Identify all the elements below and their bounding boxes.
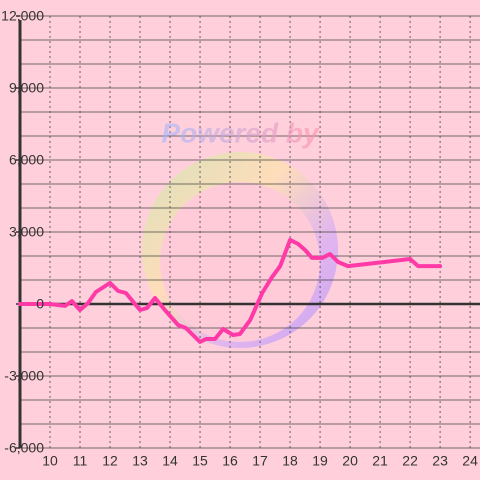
x-tick-label: 18 xyxy=(282,453,298,469)
x-tick-label: 13 xyxy=(132,453,148,469)
x-tick-label: 12 xyxy=(102,453,118,469)
y-tick-label: 3,000 xyxy=(9,224,44,240)
x-tick-label: 14 xyxy=(162,453,178,469)
x-tick-label: 15 xyxy=(192,453,208,469)
watermark-text: Powered by xyxy=(161,117,320,148)
data-line xyxy=(18,237,443,344)
x-tick-label: 10 xyxy=(42,453,58,469)
y-tick-label: 6,000 xyxy=(9,152,44,168)
y-tick-label: 12,000 xyxy=(1,8,44,24)
x-tick-label: 20 xyxy=(342,453,358,469)
y-tick-label: 0 xyxy=(36,296,44,312)
y-tick-label: -3,000 xyxy=(4,368,44,384)
x-tick-label: 23 xyxy=(432,453,448,469)
x-tick-label: 19 xyxy=(312,453,328,469)
x-tick-label: 16 xyxy=(222,453,238,469)
x-tick-label: 24 xyxy=(462,453,478,469)
x-tick-label: 11 xyxy=(73,453,88,469)
y-tick-label: -6,000 xyxy=(4,440,44,456)
x-tick-label: 21 xyxy=(372,453,388,469)
y-tick-label: 9,000 xyxy=(9,80,44,96)
x-tick-label: 22 xyxy=(402,453,418,469)
x-tick-label: 17 xyxy=(252,453,268,469)
